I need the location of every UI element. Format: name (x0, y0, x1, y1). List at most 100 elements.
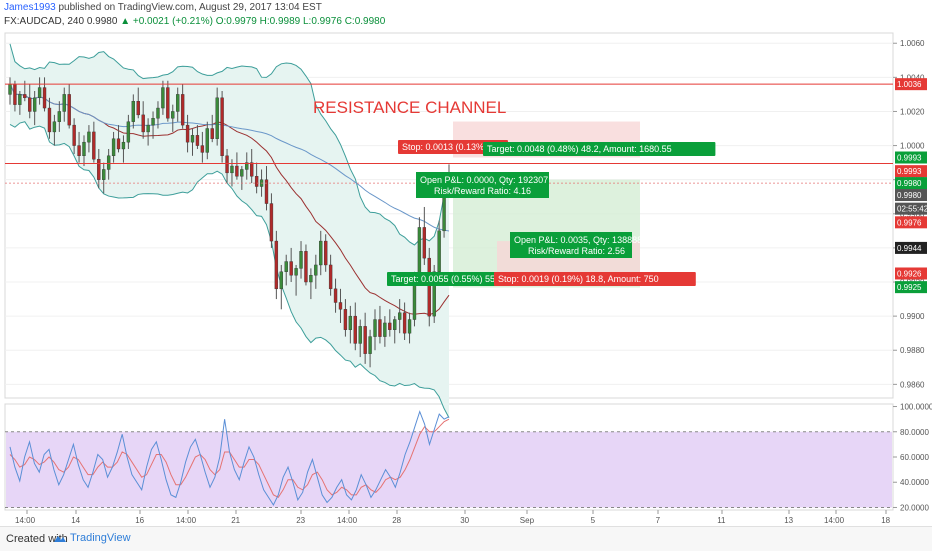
candle-body (324, 240, 328, 266)
candle-body (47, 107, 52, 133)
candle-body (230, 165, 234, 174)
time-axis-label: 14:00 (337, 516, 358, 525)
candle-body (126, 121, 131, 143)
candle-body (151, 118, 155, 126)
time-axis-label: Sep (520, 516, 535, 525)
candle-body (131, 101, 135, 122)
price-tag-text: 0.9976 (897, 218, 922, 227)
candle-body (121, 141, 126, 150)
candle-body (92, 131, 96, 160)
candle-body (111, 138, 116, 157)
candle-body (171, 111, 175, 119)
price-tag (895, 267, 927, 280)
time-axis-label: 14:00 (15, 516, 36, 525)
last-price: 0.9980 (86, 16, 118, 27)
candle-body (343, 309, 348, 330)
candle-body (388, 322, 392, 330)
candle-body (176, 94, 180, 112)
candle-body (116, 138, 121, 150)
rsi-axis-label: 40.0000 (900, 478, 929, 487)
tradingview-cloud-icon (54, 536, 66, 542)
price-axis-label: 1.0060 (900, 39, 925, 48)
bollinger-fill (10, 43, 449, 418)
short-stop-label-text: Stop: 0.0013 (0.13%) (402, 142, 487, 152)
price-chart[interactable]: 1.00601.00401.00201.00000.99800.99600.99… (0, 0, 932, 526)
candle-body (82, 141, 86, 157)
candle-body (294, 268, 298, 276)
time-axis-label: 14:00 (824, 516, 845, 525)
price-axis-label: 0.9860 (900, 380, 925, 389)
short-rr-text: Risk/Reward Ratio: 4.16 (434, 186, 531, 196)
short-stop-label: Stop: 0.0013 (0.13%) (398, 140, 508, 154)
time-axis-label: 5 (591, 516, 596, 525)
tradingview-brand[interactable]: TradingView (70, 532, 131, 544)
short-target-label-bg (483, 142, 716, 156)
candle-body (13, 83, 17, 105)
price-tag (895, 151, 927, 164)
candle-body (52, 121, 57, 133)
price-tag-text: 0.9980 (897, 191, 922, 200)
candle-body (97, 159, 101, 180)
slow-moving-average (9, 83, 450, 232)
candle-body (383, 322, 387, 337)
candle-body (77, 145, 81, 157)
candle-body (57, 111, 62, 122)
candle-body (62, 94, 66, 112)
candle-body (333, 288, 338, 303)
candle-body (225, 155, 229, 174)
candle-body (200, 145, 205, 153)
rsi-line (9, 410, 450, 506)
price-tag-text: 0.9993 (897, 167, 922, 176)
candle-body (245, 162, 249, 170)
time-axis-label: 28 (392, 516, 401, 525)
price-tag (895, 189, 927, 202)
short-pl-bg (416, 172, 549, 198)
candle-body (195, 135, 200, 146)
candle-body (284, 261, 288, 272)
candle-body (32, 97, 37, 112)
rsi-axis-label: 100.0000 (900, 403, 932, 412)
candle-body (254, 176, 259, 187)
candle-body (338, 302, 343, 310)
candle-body (274, 240, 279, 290)
long-pl-text: Open P&L: 0.0035, Qty: 138888 (514, 235, 642, 245)
candle-body (106, 155, 111, 170)
bollinger-lower (9, 121, 450, 418)
price-tag (895, 165, 927, 178)
publish-info: James1993 published on TradingView.com, … (4, 2, 322, 13)
candle-body (87, 131, 91, 143)
candle-body (37, 87, 42, 99)
price-axis-label: 1.0020 (900, 107, 925, 116)
author-link[interactable]: James1993 (4, 2, 56, 13)
created-with-label: Created with (6, 533, 68, 545)
short-pl-box: Open P&L: 0.0000, Qty: 192307Risk/Reward… (416, 172, 549, 198)
candle-body (279, 271, 283, 290)
short-target-label: Target: 0.0048 (0.48%) 48.2, Amount: 168… (483, 142, 716, 156)
short-target-label-text: Target: 0.0048 (0.48%) 48.2, Amount: 168… (487, 144, 672, 154)
price-tag-text: 0.9980 (897, 179, 922, 188)
candle-body (250, 162, 254, 177)
published-text: published on TradingView.com, August 29,… (58, 2, 322, 13)
candle-body (422, 227, 427, 259)
candle-body (190, 135, 195, 143)
candle-body (136, 101, 140, 116)
candle-body (161, 87, 165, 109)
candle-body (289, 261, 293, 276)
candle-body (180, 94, 185, 126)
candle-body (215, 97, 219, 139)
candle-body (42, 87, 47, 109)
candle-body (28, 97, 32, 112)
candle-body (156, 107, 160, 119)
price-tag (895, 202, 927, 215)
candle-body (373, 319, 377, 337)
time-axis-label: 30 (460, 516, 469, 525)
candle-body (407, 319, 412, 334)
candle-body (102, 169, 106, 180)
candle-body (319, 240, 323, 266)
time-axis-label: 16 (135, 516, 144, 525)
time-axis-label: 23 (296, 516, 305, 525)
price-tag (895, 216, 927, 229)
candle-body (432, 271, 436, 317)
candle-body (141, 114, 145, 133)
bollinger-upper (9, 43, 450, 246)
